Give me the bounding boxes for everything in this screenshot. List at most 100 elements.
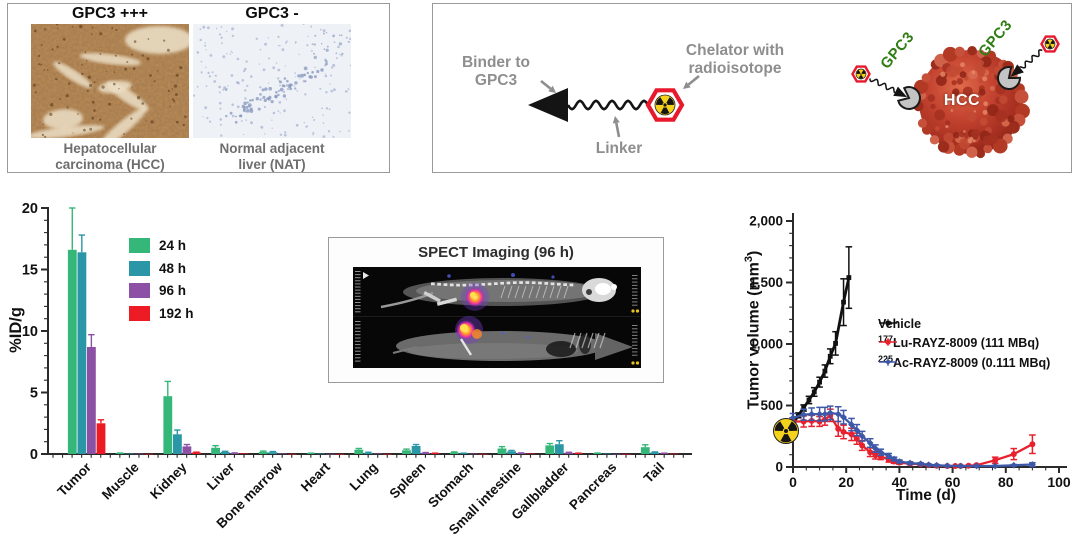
bar [144,453,154,455]
line-xtick-label: 20 [838,474,854,490]
tissue-sinusoid [98,107,147,138]
isotope-sup: 177 [878,334,894,345]
caption-line: carcinoma (HCC) [55,157,165,172]
bar-xtick-label: Tail [641,460,667,486]
cell-nucleus-dot [259,98,262,101]
spect-lower-scan [392,316,633,361]
legend-item-96h: 96 h [129,283,194,298]
bar-xtick-label: Lung [347,460,381,494]
legend-marker-vehicle [879,318,897,327]
bar [77,252,87,454]
binder-label: Binder to GPC3 [450,54,542,90]
linker-label: Linker [595,140,643,157]
bar [497,448,507,454]
cell-nucleus-dot [239,114,243,117]
bar [134,453,144,455]
histology-left-caption: Hepatocellular carcinoma (HCC) [21,141,199,173]
bar [163,396,173,454]
cell-nucleus-dot [249,109,254,113]
bar [354,449,364,454]
line-xtick-label: 0 [789,474,797,490]
bar [602,453,612,455]
tissue-sinusoid [43,109,83,130]
bar-group-spleen [402,443,440,454]
tumor-volume-line-chart: 0 500 1,000 1,500 2,000 0 20 40 60 80 100 [749,213,1071,490]
gpc3-receptor-icon [997,66,1022,90]
bar [612,453,622,455]
bar [325,453,335,455]
cell-nucleus-dot [275,91,277,94]
tumor-cell-illustration [913,46,1030,159]
cell-nucleus-dot [306,71,309,75]
spect-inset: SPECT Imaging (96 h) [328,237,664,383]
cell-nucleus-dot [246,101,249,104]
line-ytick-label: 2,000 [749,214,783,229]
bar [96,423,106,455]
bar [268,452,278,454]
bar [363,452,373,454]
cell-nucleus-dot [297,74,301,78]
line-chart-legend: Vehicle 177Lu-RAYZ-8009 (111 MBq) 225Ac-… [878,313,1050,372]
legend-swatch-96h [129,283,150,298]
cell-nucleus-dot [229,111,233,115]
legend-marker-ac225 [879,357,897,366]
bar-ytick-label: 5 [30,386,38,402]
cell-nucleus-dot [288,83,292,87]
bar [87,347,96,454]
spect-scan-image [353,267,641,368]
legend-item-lu177: 177Lu-RAYZ-8009 (111 MBq) [878,333,1050,353]
binder-triangle-icon [1010,64,1024,77]
bar [258,451,268,454]
cell-nucleus-dot [279,87,284,92]
legend-label: Vehicle [878,315,921,331]
tissue-sinusoid [31,124,105,138]
bar-group-bone-marrow [258,450,297,455]
cell-nucleus-dot [225,114,228,118]
binder-label-line: Binder to [461,54,531,71]
legend-item-24h: 24 h [129,238,194,253]
bar [383,453,392,455]
isotope-sup: 225 [878,353,894,364]
cell-nucleus-dot [282,94,287,98]
cell-nucleus-dot [270,100,274,104]
cell-nucleus-dot [304,80,307,83]
bar [507,451,516,454]
bar-group-tumor [67,207,106,455]
cell-nucleus-dot [257,107,261,111]
line-chart-xlabel: Time (d) [896,487,956,504]
bar [402,450,411,454]
bar-xtick-label: Heart [298,459,333,494]
cell-nucleus-dot [251,98,254,102]
cell-nucleus-dot [245,105,249,110]
bar [192,452,201,454]
cell-nucleus-dot [279,80,282,84]
bar-group-small-intestine [497,445,536,455]
construct-diagram-panel: Binder to GPC3 Linker Chelator with radi… [432,3,1072,173]
legend-text: Vehicle [878,316,922,331]
construct-schematic [528,74,700,138]
binder-triangle-icon [893,86,908,98]
linker-wave-icon [566,99,650,111]
bar [640,447,650,454]
legend-label: 192 h [159,305,194,321]
cell-nucleus-dot [320,68,324,72]
bar-ytick-label: 10 [22,324,38,340]
cell-nucleus-dot [262,95,266,99]
bar [421,452,431,454]
radiation-icon [1044,38,1056,50]
legend-swatch-24h [129,238,150,253]
cell-nucleus-dot [259,93,262,96]
hcc-ihc-image [31,24,189,138]
cell-nucleus-dot [268,86,272,91]
chelator-label-line: radioisotope [688,60,782,77]
cell-nucleus-dot [283,77,287,80]
cell-nucleus-dot [246,109,250,113]
binder-triangle-icon [528,88,568,122]
bar [67,249,77,454]
tissue-sinusoid [106,81,149,112]
legend-label: 177Lu-RAYZ-8009 (111 MBq) [878,334,1039,350]
bar [650,452,660,454]
bar-group-stomach [449,451,488,455]
series-lu177 [789,408,1036,469]
